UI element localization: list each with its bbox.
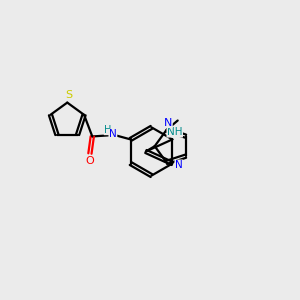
Text: O: O — [85, 156, 94, 166]
Text: S: S — [65, 90, 72, 100]
Text: H: H — [104, 125, 112, 135]
Text: N: N — [109, 129, 117, 140]
Text: N: N — [164, 118, 172, 128]
Text: NH: NH — [167, 127, 182, 137]
Text: N: N — [175, 160, 183, 170]
